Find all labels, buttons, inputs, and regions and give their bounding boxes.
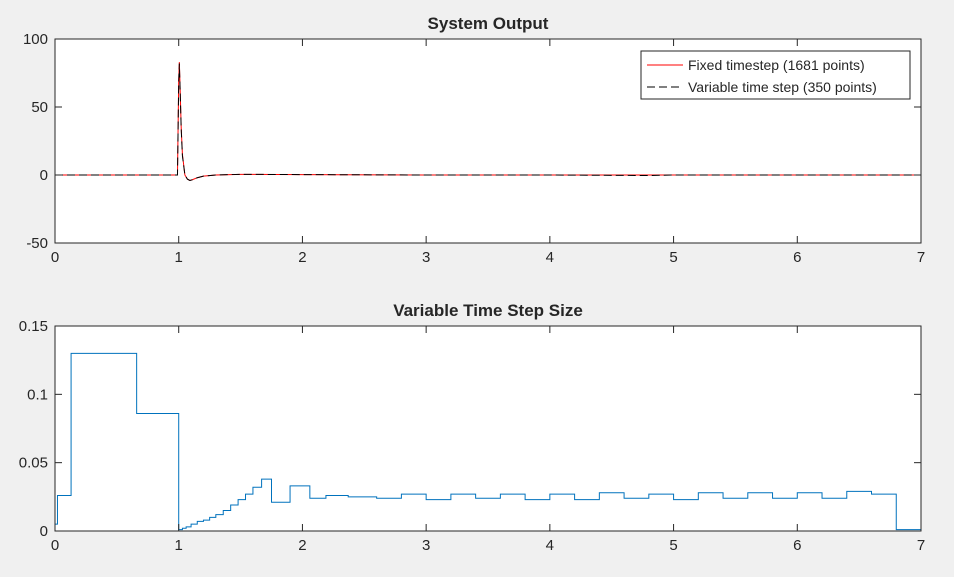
system-output-title: System Output — [428, 14, 549, 33]
x-tick-label: 2 — [298, 249, 306, 266]
step-size-title: Variable Time Step Size — [393, 301, 583, 320]
y-tick-label: -50 — [26, 235, 48, 252]
y-tick-label: 0.05 — [19, 455, 48, 472]
system-output-axes-frame — [54, 38, 922, 244]
y-tick-label: 0 — [40, 523, 48, 540]
x-tick-label: 5 — [669, 537, 677, 554]
x-tick-label: 4 — [546, 537, 554, 554]
x-tick-label: 3 — [422, 537, 430, 554]
x-tick-label: 7 — [917, 249, 925, 266]
x-tick-label: 1 — [175, 249, 183, 266]
step-size-axes-frame — [54, 325, 922, 532]
x-tick-label: 0 — [51, 537, 59, 554]
y-tick-label: 0 — [40, 167, 48, 184]
x-tick-label: 6 — [793, 249, 801, 266]
x-tick-label: 5 — [669, 249, 677, 266]
y-tick-label: 50 — [31, 99, 48, 116]
step-size-series — [55, 352, 921, 531]
y-tick-label: 0.1 — [27, 386, 48, 403]
legend-entry-variable: Variable time step (350 points) — [688, 79, 877, 95]
x-tick-label: 6 — [793, 537, 801, 554]
series-line-0-1 — [55, 63, 921, 181]
step-size-ticks: 0 1 2 3 4 5 6 7 0 0.05 0.1 0.15 — [19, 318, 925, 554]
x-tick-label: 2 — [298, 537, 306, 554]
y-tick-label: 100 — [23, 31, 48, 48]
legend-box — [640, 50, 911, 100]
series-line-1-0 — [55, 352, 921, 531]
step-size-axes: 0 1 2 3 4 5 6 7 0 0.05 0.1 0.15 Variable Time Step … — [19, 301, 925, 554]
x-tick-label: 7 — [917, 537, 925, 554]
legend: Fixed timestep (1681 points) Variable ti… — [640, 50, 911, 100]
x-tick-label: 0 — [51, 249, 59, 266]
x-tick-label: 4 — [546, 249, 554, 266]
system-output-series — [55, 62, 921, 181]
legend-entry-fixed: Fixed timestep (1681 points) — [688, 57, 865, 73]
x-tick-label: 1 — [175, 537, 183, 554]
x-tick-label: 3 — [422, 249, 430, 266]
y-tick-label: 0.15 — [19, 318, 48, 335]
step-size-plot-area — [55, 326, 921, 531]
